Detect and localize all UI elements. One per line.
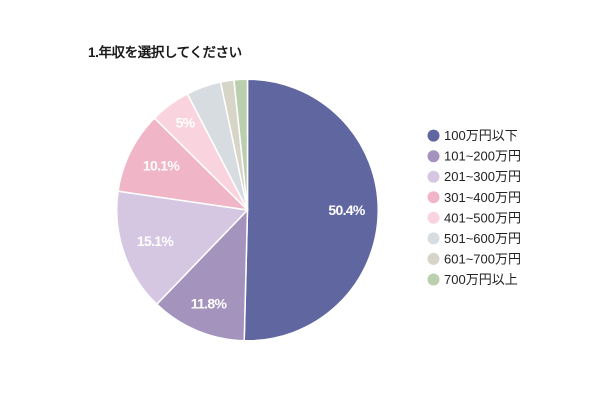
svg-text:700万円以上: 700万円以上 [444,272,518,287]
svg-text:11.8%: 11.8% [191,296,228,312]
svg-text:15.1%: 15.1% [137,233,174,249]
svg-text:100万円以下: 100万円以下 [444,128,518,143]
svg-text:5%: 5% [176,115,196,131]
svg-text:101~200万円: 101~200万円 [444,149,521,164]
svg-text:50.4%: 50.4% [328,202,365,218]
svg-text:501~600万円: 501~600万円 [444,231,521,246]
svg-text:401~500万円: 401~500万円 [444,210,521,225]
svg-text:601~700万円: 601~700万円 [444,251,521,266]
svg-text:10.1%: 10.1% [143,158,180,174]
svg-text:301~400万円: 301~400万円 [444,190,521,205]
svg-text:201~300万円: 201~300万円 [444,169,521,184]
